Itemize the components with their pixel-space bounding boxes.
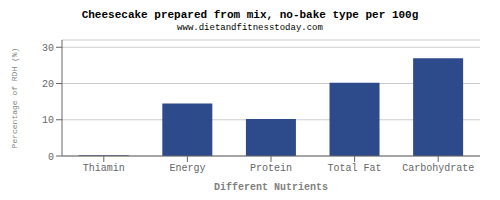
html-text:www.dietandfitnesstoday.com: www.dietandfitnesstoday.com [177, 23, 323, 33]
svg-text:Carbohydrate: Carbohydrate [402, 163, 474, 174]
svg-text:10: 10 [42, 115, 54, 126]
svg-text:30: 30 [42, 43, 54, 54]
svg-text:Energy: Energy [169, 163, 205, 174]
svg-text:20: 20 [42, 79, 54, 90]
svg-text:0: 0 [48, 152, 54, 163]
svg-text:Percentage of RDH (%): Percentage of RDH (%) [10, 48, 19, 149]
svg-text:Protein: Protein [250, 163, 292, 174]
html-text:Cheesecake prepared from mix,: Cheesecake prepared from mix, no-bake ty… [81, 9, 419, 21]
svg-text:Total Fat: Total Fat [328, 163, 382, 174]
svg-text:Different Nutrients: Different Nutrients [214, 182, 328, 192]
svg-text:Thiamin: Thiamin [83, 163, 125, 174]
